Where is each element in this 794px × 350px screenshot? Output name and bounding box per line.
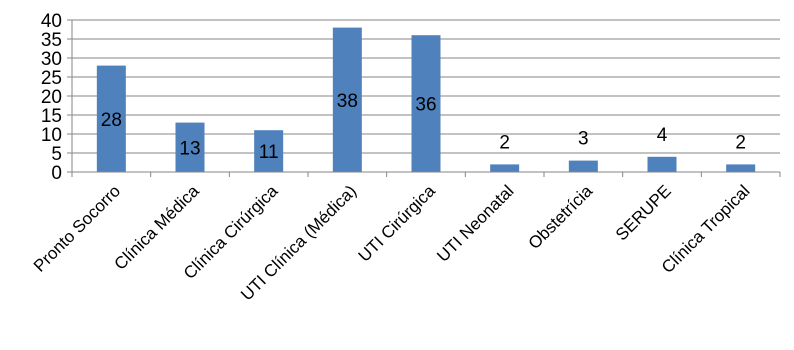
x-category-label: SERUPE bbox=[612, 181, 675, 244]
y-tick-label: 15 bbox=[41, 106, 62, 127]
data-label: 2 bbox=[499, 132, 510, 153]
y-tick-label: 35 bbox=[41, 30, 62, 51]
data-label: 13 bbox=[179, 138, 200, 159]
axes bbox=[67, 19, 781, 177]
y-tick-label: 25 bbox=[41, 68, 62, 89]
bar bbox=[490, 164, 520, 172]
y-tick-label: 5 bbox=[51, 144, 62, 165]
data-label: 2 bbox=[735, 132, 746, 153]
data-label: 3 bbox=[578, 129, 589, 150]
bar bbox=[726, 164, 756, 172]
x-category-label: Obstetrícia bbox=[525, 181, 597, 253]
data-label: 28 bbox=[101, 110, 122, 131]
x-category-label: UTI Cirúrgica bbox=[355, 181, 440, 266]
data-label: 4 bbox=[657, 125, 668, 146]
y-tick-label: 0 bbox=[51, 163, 62, 184]
bar bbox=[96, 65, 126, 172]
data-label: 38 bbox=[337, 91, 358, 112]
data-label: 36 bbox=[415, 95, 436, 116]
data-label: 11 bbox=[259, 142, 279, 163]
x-category-label: UTI Neonatal bbox=[433, 181, 517, 265]
bar bbox=[254, 130, 284, 172]
y-tick-label: 40 bbox=[41, 11, 62, 32]
bars bbox=[96, 27, 756, 173]
bar bbox=[647, 156, 677, 172]
data-labels: 28 13 11 38 36 2 3 4 2 bbox=[101, 91, 746, 163]
bar bbox=[411, 35, 441, 173]
y-tick-label: 10 bbox=[41, 125, 62, 146]
y-tick-label: 30 bbox=[41, 49, 62, 70]
bar bbox=[175, 122, 205, 172]
y-tick-label: 20 bbox=[41, 87, 62, 108]
bar bbox=[568, 160, 598, 172]
x-category-label: Pronto Socorro bbox=[30, 181, 124, 275]
bar bbox=[332, 27, 362, 172]
